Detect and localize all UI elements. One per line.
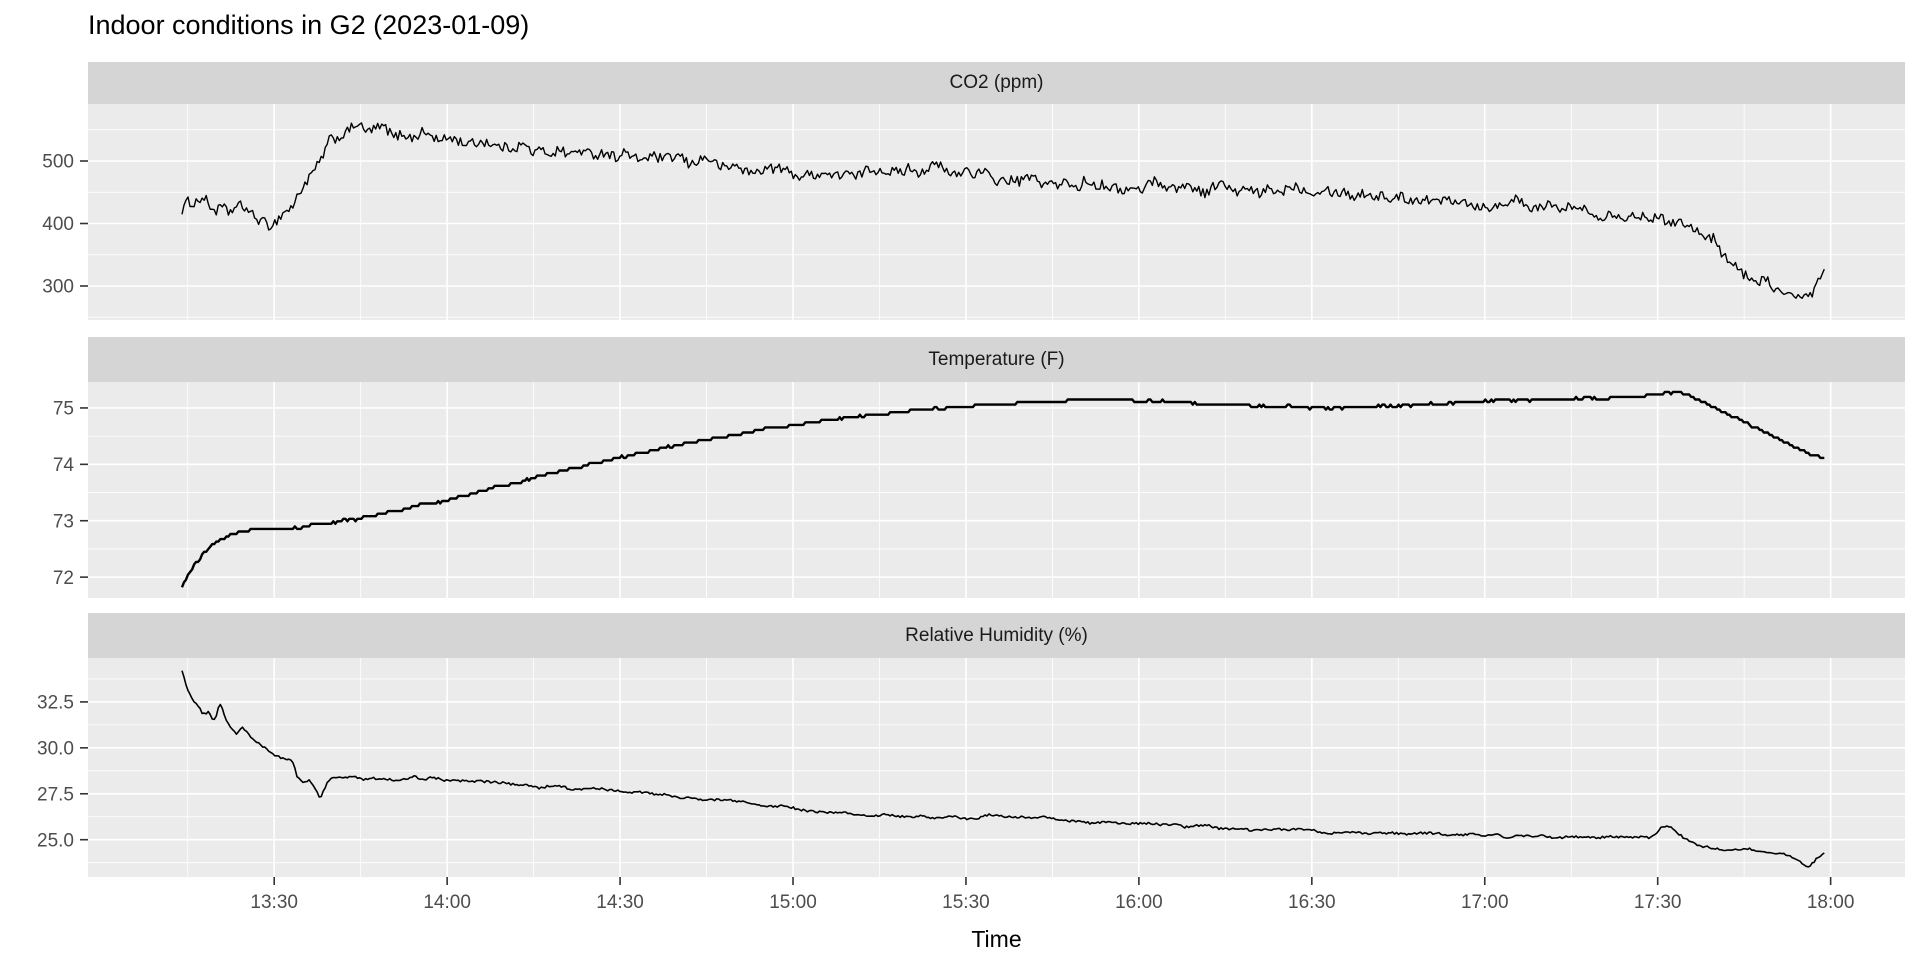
x-tick-label: 18:00 — [1807, 892, 1855, 913]
x-tick-label: 15:30 — [942, 892, 990, 913]
x-tick-label: 13:30 — [250, 892, 298, 913]
gridlines — [88, 658, 1905, 877]
series-line-0 — [181, 122, 1825, 299]
facet-strip-bg — [88, 337, 1905, 382]
y-tick-label: 73 — [53, 511, 74, 532]
x-tick-label: 15:00 — [769, 892, 817, 913]
facet-strip-bg — [88, 613, 1905, 658]
facet-0: 300 400 500 — [42, 62, 1905, 320]
gridlines — [88, 104, 1905, 320]
x-axis: 13:30 14:00 14:30 15:00 15:30 16:00 16:30 17:00… — [250, 877, 1854, 913]
y-tick-label: 30.0 — [37, 738, 74, 759]
chart-title: Indoor conditions in G2 (2023-01-09) — [88, 10, 530, 40]
facet-strip-humidity: Relative Humidity (%) — [905, 625, 1088, 646]
facet-2: 25.0 27.5 30.0 32.5 — [37, 613, 1905, 877]
panel-background — [88, 104, 1905, 320]
series-line-1 — [180, 390, 1825, 588]
y-tick-label: 75 — [53, 399, 74, 420]
x-tick-label: 16:30 — [1288, 892, 1336, 913]
x-tick-label: 17:00 — [1461, 892, 1509, 913]
y-tick-label: 32.5 — [37, 693, 74, 714]
facet-strip-temperature: Temperature (F) — [928, 349, 1065, 370]
y-tick-label: 400 — [42, 214, 74, 235]
x-tick-label: 17:30 — [1634, 892, 1682, 913]
y-tick-label: 500 — [42, 152, 74, 173]
x-tick-label: 14:30 — [596, 892, 644, 913]
y-tick-label: 27.5 — [37, 784, 74, 805]
gridlines — [88, 382, 1905, 598]
facet-strip-co2: CO2 (ppm) — [949, 72, 1044, 93]
x-tick-label: 14:00 — [423, 892, 471, 913]
facet-strip-bg — [88, 62, 1905, 104]
y-tick-label: 74 — [53, 455, 75, 476]
y-tick-label: 25.0 — [37, 830, 74, 851]
panel-background — [88, 382, 1905, 598]
x-axis-title: Time — [971, 926, 1022, 952]
x-tick-label: 16:00 — [1115, 892, 1163, 913]
series-line-2 — [181, 670, 1825, 868]
y-tick-label: 300 — [42, 277, 74, 298]
facet-1: 72 73 74 75 — [53, 337, 1905, 598]
y-tick-label: 72 — [53, 568, 74, 589]
